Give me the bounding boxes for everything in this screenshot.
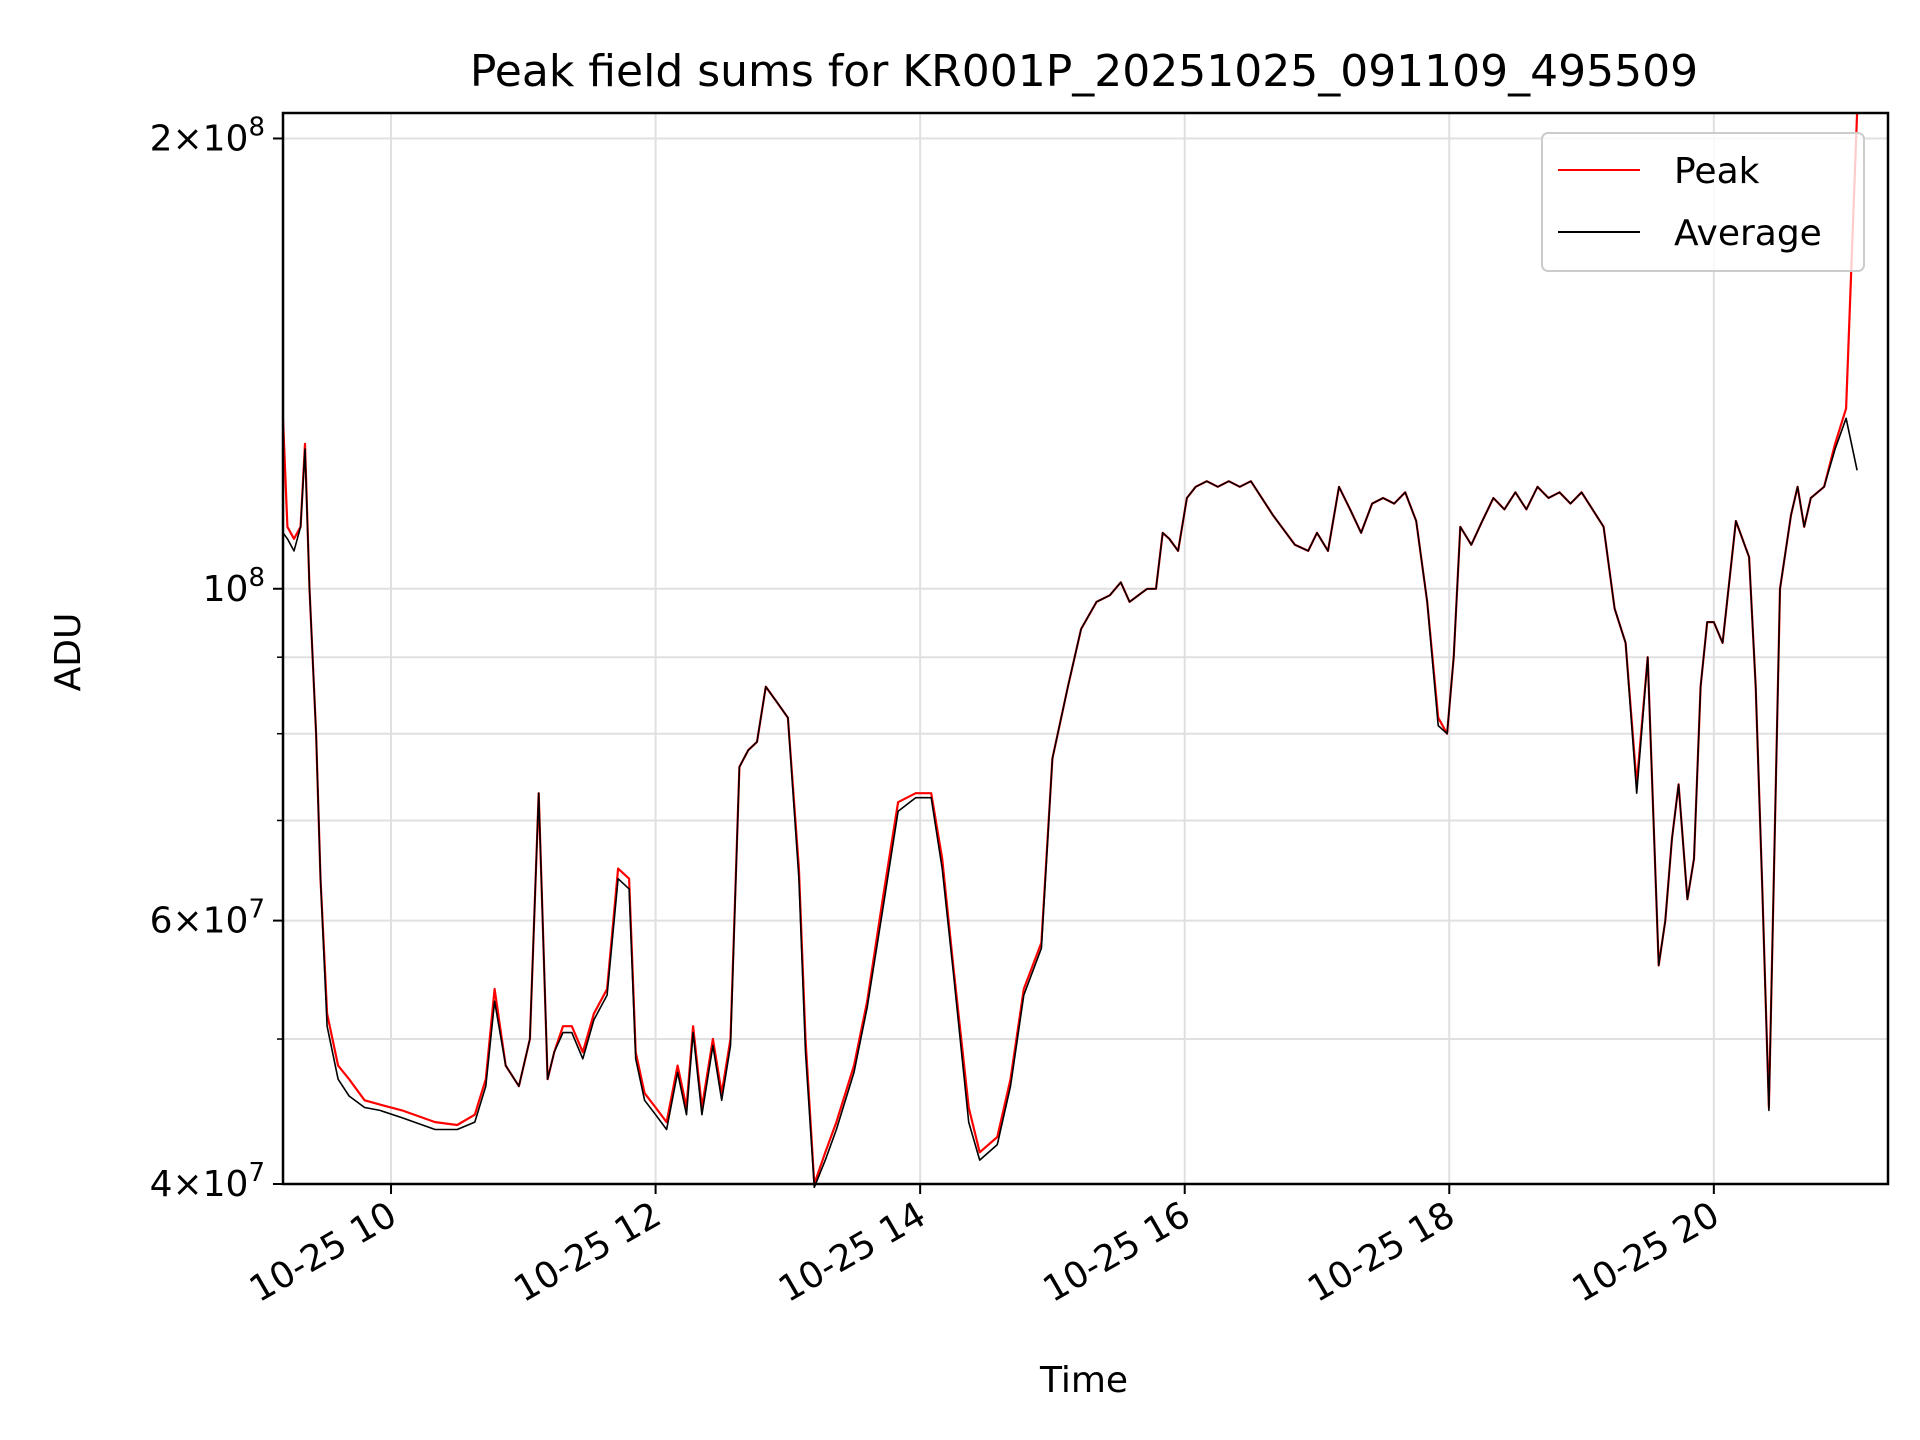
legend-peak-label: Peak (1674, 151, 1760, 192)
grid (283, 113, 1888, 1185)
series-layer (281, 112, 1859, 1189)
x-tick-label: 10-25 16 (1037, 1194, 1198, 1310)
x-tick-label: 10-25 14 (772, 1194, 933, 1310)
chart-title: Peak field sums for KR001P_20251025_0911… (470, 46, 1698, 97)
y-tick-label: 4×107 (150, 1158, 265, 1205)
y-tick-label: 6×107 (150, 895, 265, 942)
legend: Peak Average (1541, 132, 1865, 272)
y-axis-label: ADU (48, 613, 89, 692)
y-tick-label: 2×108 (150, 112, 265, 159)
series-average-line (282, 417, 1858, 1189)
ticks: 4×107 6×107 108 2×108 10-25 10 10-25 12 10-25 … (150, 112, 1727, 1310)
x-tick-label: 10-25 12 (507, 1194, 668, 1310)
x-tick-label: 10-25 18 (1301, 1194, 1462, 1310)
x-tick-label: 10-25 20 (1566, 1194, 1727, 1310)
series-peak-line (281, 112, 1859, 1186)
x-tick-label: 10-25 10 (243, 1194, 404, 1310)
legend-box (1541, 132, 1865, 272)
legend-average-label: Average (1674, 213, 1822, 254)
y-tick-label: 108 (203, 563, 265, 610)
x-axis-label: Time (1039, 1360, 1128, 1401)
plot-frame (281, 111, 1890, 1186)
